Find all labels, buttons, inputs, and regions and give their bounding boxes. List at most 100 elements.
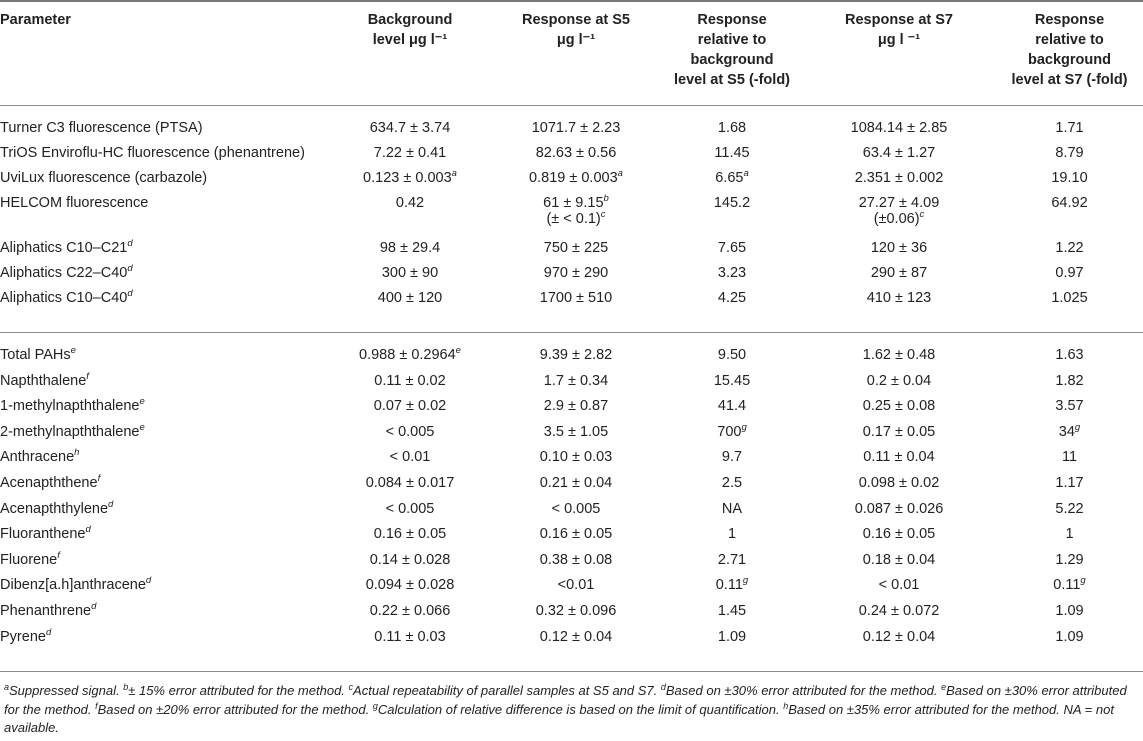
relative-s5-cell-text: 1.68 [717,120,747,136]
relative-s5-cell-text: 700 [717,423,742,440]
footnote-marker: a [451,168,457,179]
relative-s5-cell: 1 [662,526,802,552]
response-s5-cell: 0.32 ± 0.096 [490,603,662,629]
footnote-marker: d [45,626,52,638]
parameter-cell-text: Napththalene [0,372,87,389]
parameter-cell: Fluorenef [0,549,330,578]
parameter-cell-text: Dibenz[a.h]anthracene [0,577,146,594]
relative-s7-cell-text: 1.71 [1055,120,1084,136]
response-s5-cell: 1700 ± 510 [490,290,662,315]
relative-s5-cell-text: NA [721,500,743,517]
relative-s7-cell: 1.63 [996,347,1143,373]
response-s7-cell-text: 0.25 ± 0.08 [862,398,936,415]
footnote-text: Based on ±20% error attributed for the m… [97,701,373,717]
bottom-rule [0,671,1143,672]
footnote-marker: h [783,700,789,711]
background-cell: 0.084 ± 0.017 [330,475,490,501]
response-s7-cell-text: < 0.01 [878,577,920,594]
background-cell: 0.094 ± 0.028 [330,577,490,603]
relative-s7-cell: 1 [996,526,1143,552]
background-cell-text: 0.084 ± 0.017 [365,474,455,491]
background-cell: 0.07 ± 0.02 [330,398,490,424]
response-s5-cell: 970 ± 290 [490,265,662,290]
response-s7-cell-text: 120 ± 36 [870,240,928,256]
parameter-cell: Aliphatics C10–C21d [0,239,330,265]
relative-s5-cell: 7.65 [662,240,802,265]
parameter-cell: Total PAHse [0,346,330,373]
response-s5-cell-text: 0.10 ± 0.03 [539,449,613,466]
background-cell-text: 0.988 ± 0.2964 [359,347,456,363]
parameter-cell-text: Aliphatics C10–C21 [0,240,128,256]
header-response-s5: Response at S5 μg l⁻¹ [522,12,630,48]
response-s7-cell: 63.4 ± 1.27 [802,145,996,170]
relative-s7-cell: 1.09 [996,603,1143,629]
background-cell: 0.42 [330,195,490,240]
response-s7-cell-text: 1084.14 ± 2.85 [850,120,948,136]
background-cell-text: 0.42 [395,195,425,211]
table-row: Fluoranthened 0.16 ± 0.05 0.16 ± 0.05 1 0.16… [0,525,1143,552]
footnote-marker: a [743,168,749,179]
footnote-text: Based on ±30% error attributed for the m… [4,683,1127,717]
response-s7-cell-text: 410 ± 123 [866,290,932,306]
relative-s7-cell: 34g [996,423,1143,450]
table-row: Pyrened 0.11 ± 0.03 0.12 ± 0.04 1.09 0.12 ± … [0,626,1143,655]
response-s7-cell: 0.2 ± 0.04 [802,373,996,399]
response-s7-cell-text: 0.098 ± 0.02 [858,474,940,491]
relative-s7-cell: 3.57 [996,398,1143,424]
response-s7-cell-text: 0.16 ± 0.05 [862,526,936,543]
parameter-cell: TriOS Enviroflu-HC fluorescence (phenant… [0,145,330,170]
table-row: Aliphatics C10–C21d 98 ± 29.4 750 ± 225 7.6… [0,239,1143,265]
footnote-marker: h [74,447,80,459]
relative-s7-cell: 0.97 [996,265,1143,290]
group-rule [0,332,1143,333]
footnote-text: Calculation of relative difference is ba… [377,701,784,717]
table-group-pahs: Total PAHse 0.988 ± 0.2964e 9.39 ± 2.82 9.5… [0,346,1143,655]
response-s7-cell: 1.62 ± 0.48 [802,347,996,373]
parameter-cell-text: Aliphatics C10–C40 [0,290,128,306]
relative-s5-cell-text: 4.25 [717,290,747,306]
response-s5-cell: <0.01 [490,577,662,603]
response-s7-cell: 0.087 ± 0.026 [802,501,996,527]
response-s5-cell: 9.39 ± 2.82 [490,347,662,373]
response-s7-cell-text: 0.18 ± 0.04 [862,551,936,568]
background-cell-text: < 0.005 [385,423,435,440]
relative-s5-cell: 11.45 [662,145,802,170]
parameter-cell: HELCOM fluorescence [0,195,330,240]
response-s7-cell-text: 63.4 ± 1.27 [862,145,936,161]
footnote-marker: f [57,549,60,561]
relative-s5-cell: 6.65a [662,168,802,195]
relative-s7-cell: 11 [996,449,1143,475]
footnote-text: Actual repeatability of parallel samples… [353,683,661,698]
header-response-s7: Response at S7 μg l ⁻¹ [845,12,953,48]
header-background: Background level μg l⁻¹ [367,12,453,48]
relative-s7-cell-text: 1.025 [1051,290,1088,306]
table-row: Fluorenef 0.14 ± 0.028 0.38 ± 0.08 2.71 0.18… [0,549,1143,578]
response-s5-cell-text: 0.16 ± 0.05 [539,526,613,543]
response-s5-cell-text: 1700 ± 510 [539,290,613,306]
footnote-marker: d [127,263,133,274]
table-row: Total PAHse 0.988 ± 0.2964e 9.39 ± 2.82 9.5… [0,346,1143,373]
relative-s7-cell-text: 0.11 [1053,577,1081,594]
table-row: Turner C3 fluorescence (PTSA) 634.7 ± 3.7… [0,120,1143,145]
relative-s5-cell-text: 2.71 [717,551,747,568]
table-row: TriOS Enviroflu-HC fluorescence (phenant… [0,145,1143,170]
background-cell-text: 0.094 ± 0.028 [365,577,455,594]
table-row: Dibenz[a.h]anthracened 0.094 ± 0.028 <0.01… [0,576,1143,603]
footnote-text: ± 15% error attributed for the method. [128,683,349,698]
background-cell: 0.11 ± 0.02 [330,373,490,399]
response-s5-cell: 82.63 ± 0.56 [490,145,662,170]
response-s7-cell: 120 ± 36 [802,240,996,265]
table-row: Anthraceneh < 0.01 0.10 ± 0.03 9.7 0.11 ± 0.… [0,447,1143,475]
footnote-marker: a [617,168,623,179]
response-s7-cell: < 0.01 [802,577,996,603]
footnote-text: Based on ±30% error attributed for the m… [665,683,942,698]
footnote-marker: d [108,498,114,510]
footnote-marker: f [95,700,98,711]
response-s5-cell: < 0.005 [490,501,662,527]
background-cell-text: 0.22 ± 0.066 [369,602,451,619]
table-row: Phenanthrened 0.22 ± 0.066 0.32 ± 0.096 1.4… [0,602,1143,629]
relative-s7-cell: 1.22 [996,240,1143,265]
table-row: Aliphatics C22–C40d 300 ± 90 970 ± 290 3.23… [0,263,1143,290]
relative-s7-cell-text: 0.97 [1055,265,1084,281]
response-s7-cell: 0.11 ± 0.04 [802,449,996,475]
